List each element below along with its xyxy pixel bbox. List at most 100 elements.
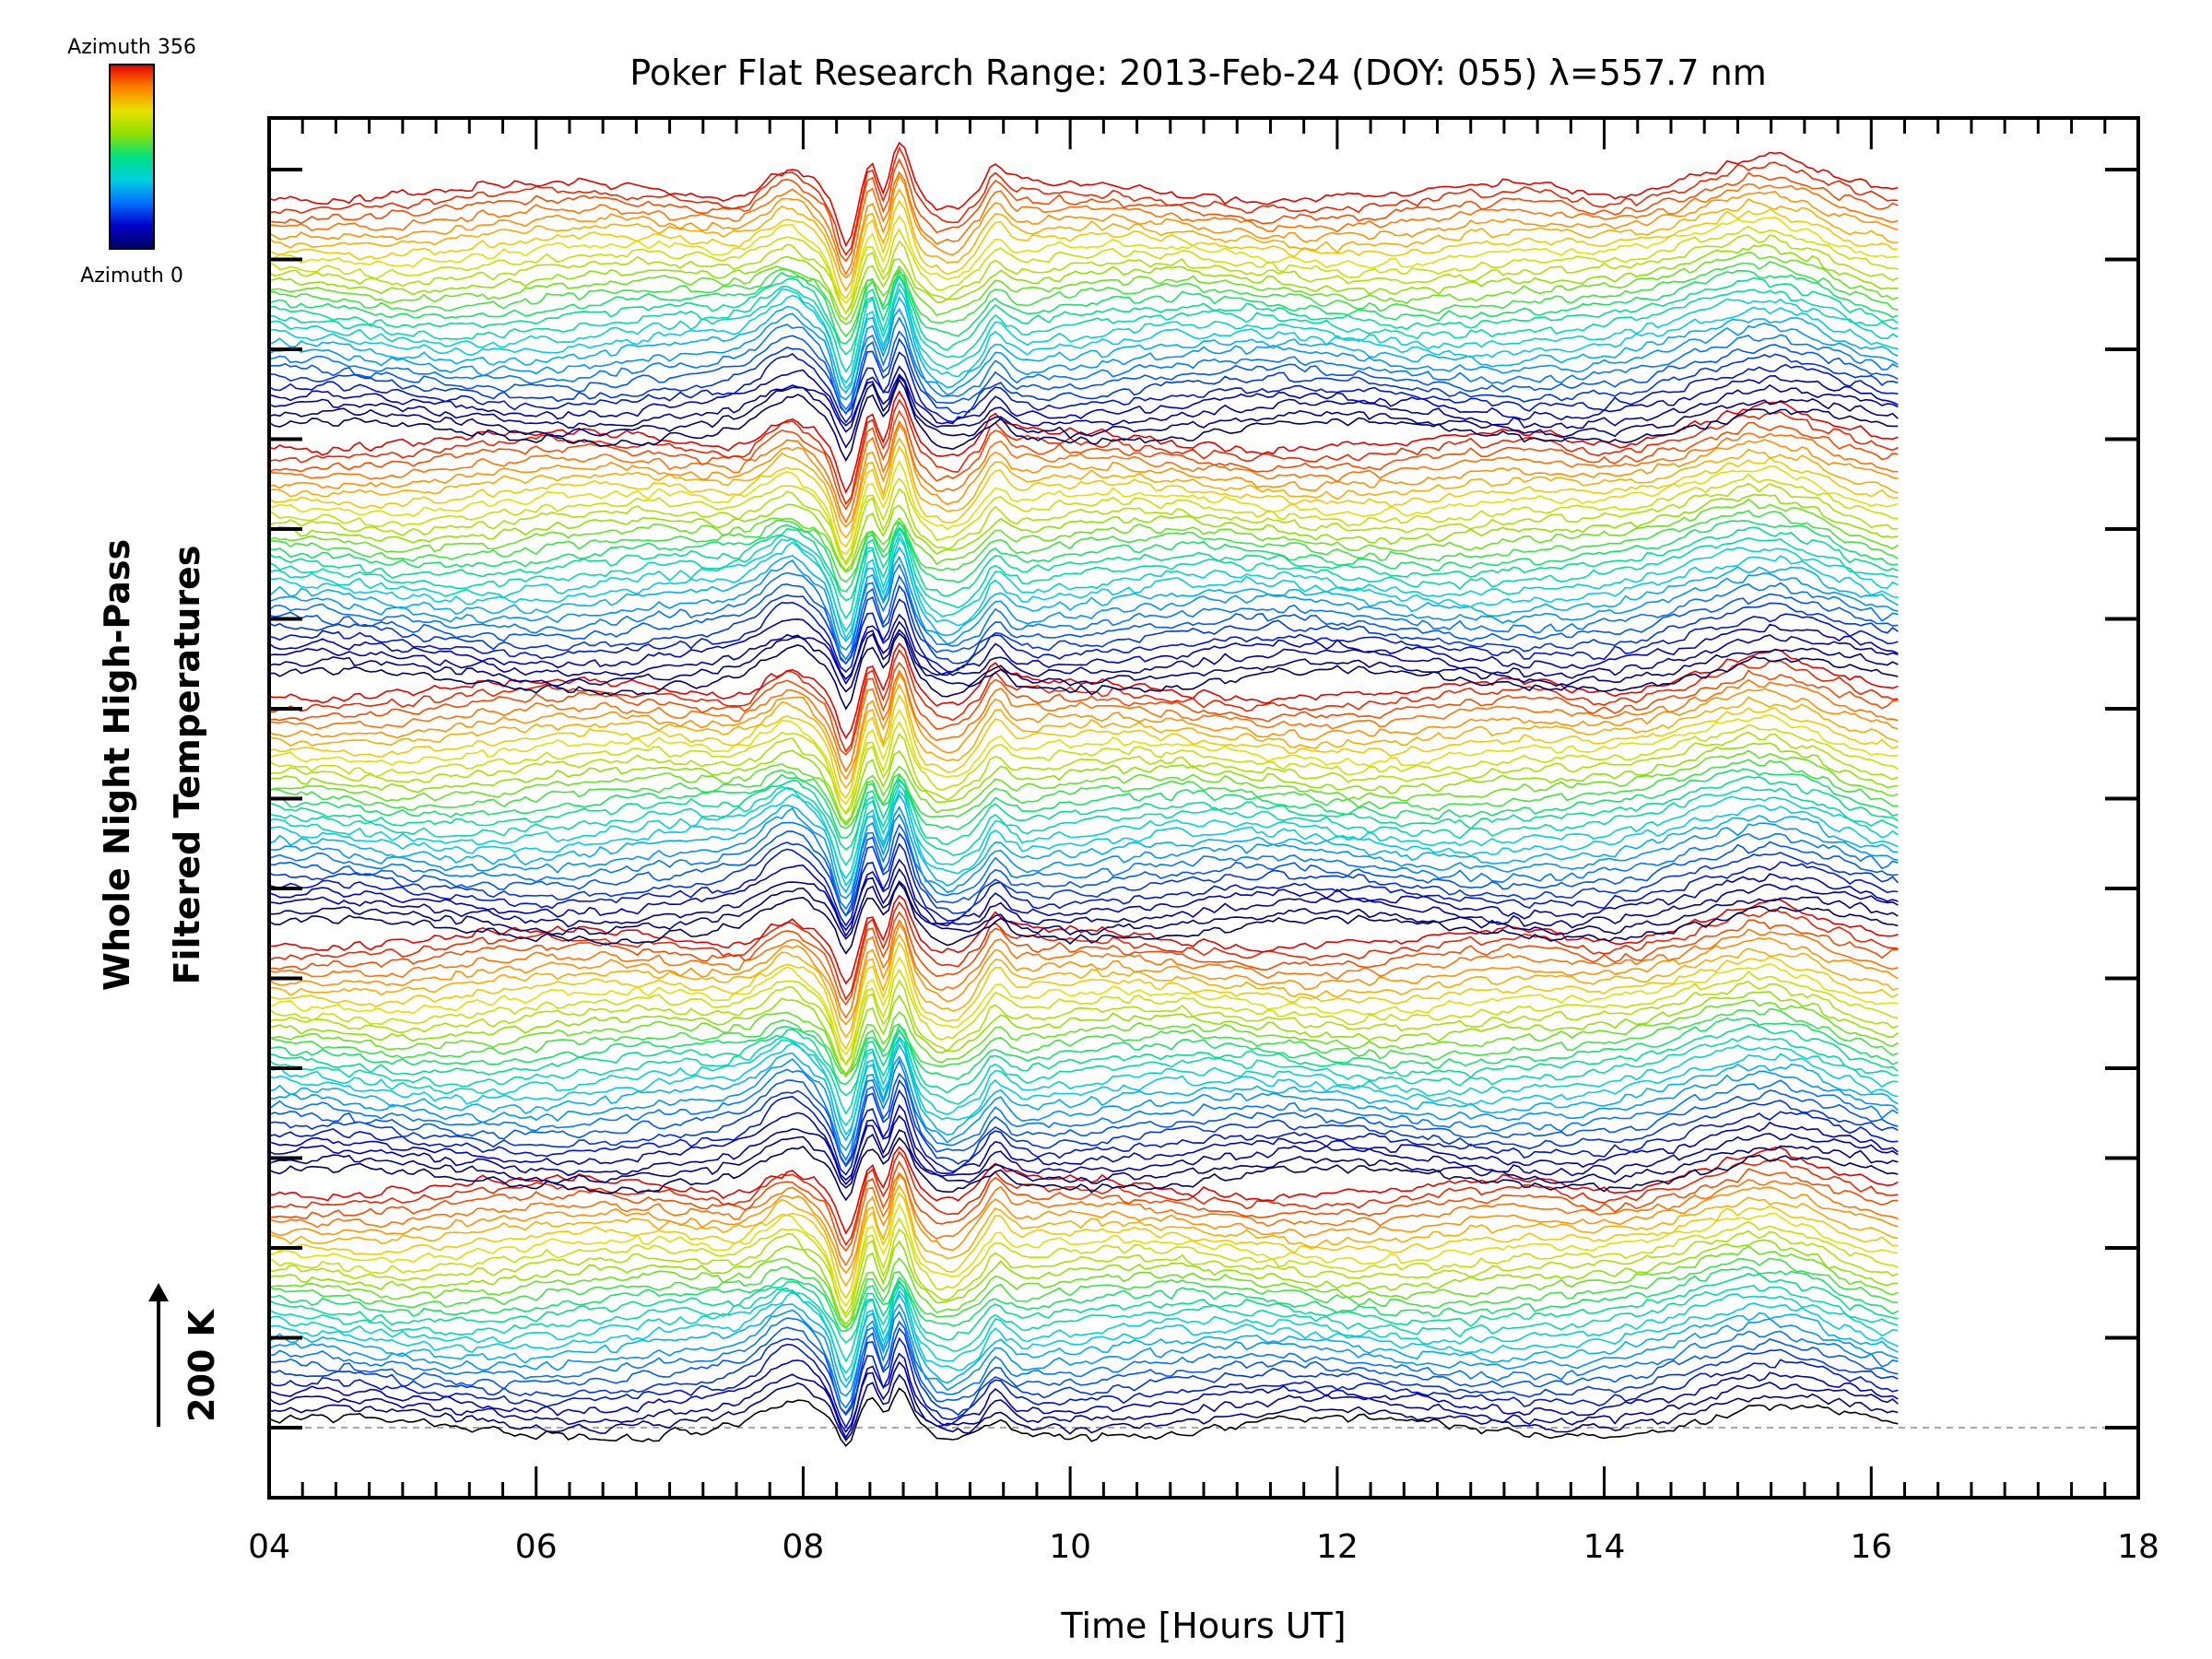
series-line (269, 1336, 1899, 1430)
series-line (269, 373, 1899, 433)
series-line (269, 1302, 1899, 1397)
series-line (269, 1159, 1899, 1253)
series-line (269, 525, 1899, 602)
series-line (269, 1320, 1899, 1415)
series-line (269, 1103, 1899, 1182)
y-axis-label: Whole Night High-Pass Filtered Temperatu… (97, 539, 207, 991)
series-line (269, 337, 1899, 415)
series-line (269, 749, 1899, 827)
series-line (269, 1146, 1899, 1235)
series-line (269, 365, 1899, 427)
series-line (269, 782, 1899, 880)
series-line (269, 823, 1899, 918)
series-line (269, 894, 1899, 985)
series-line (269, 999, 1899, 1078)
series-line (269, 520, 1899, 593)
series-line (269, 251, 1899, 325)
series-line (269, 775, 1899, 851)
series-line (269, 1352, 1899, 1433)
series-line (269, 632, 1899, 711)
series-line (269, 1150, 1899, 1247)
series-line (269, 1217, 1899, 1315)
series-line (269, 482, 1899, 567)
scale-bar: 200 K (148, 1283, 222, 1427)
series-line (269, 460, 1899, 556)
x-tick-label: 08 (782, 1528, 825, 1566)
series-line (269, 1310, 1899, 1409)
colorbar: Azimuth 356 Azimuth 0 (67, 36, 196, 288)
series-line (269, 1239, 1899, 1325)
series-line (269, 1183, 1899, 1288)
series-line (269, 1018, 1899, 1086)
series-line (269, 1078, 1899, 1168)
series-line (269, 879, 1899, 940)
series-line (269, 1373, 1899, 1442)
series-line (269, 598, 1899, 674)
series-line (269, 1272, 1899, 1345)
y-axis-label-line2: Filtered Temperatures (167, 546, 207, 985)
series-line (269, 923, 1899, 1026)
series-line (269, 731, 1899, 816)
colorbar-bottom-label: Azimuth 0 (80, 265, 183, 288)
series-line (269, 789, 1899, 888)
series-line (269, 1265, 1899, 1332)
series-line (269, 1129, 1899, 1189)
series-line (269, 1387, 1899, 1448)
series-line (269, 1007, 1899, 1076)
series-line (269, 1114, 1899, 1186)
series-line (269, 793, 1899, 894)
series-line (269, 1036, 1899, 1136)
series-line (269, 768, 1899, 840)
series-line (269, 171, 1899, 276)
series-line (269, 620, 1899, 686)
series-line (269, 709, 1899, 806)
series-line (269, 473, 1899, 563)
series-line (269, 574, 1899, 665)
series-line (269, 563, 1899, 661)
series-line (269, 1023, 1899, 1097)
x-tick-label: 04 (248, 1528, 290, 1566)
series-line (269, 274, 1899, 373)
series-line (269, 1088, 1899, 1176)
series-line (269, 648, 1899, 753)
traces (269, 141, 1899, 1448)
series-line (269, 1173, 1899, 1275)
series-line (269, 1228, 1899, 1319)
series-line (269, 693, 1899, 799)
series-line (269, 1280, 1899, 1363)
series-line (269, 378, 1899, 463)
series-line (269, 274, 1899, 356)
series-line (269, 979, 1899, 1066)
series-line (269, 629, 1899, 693)
series-line (269, 584, 1899, 665)
series-line (269, 1136, 1899, 1202)
colorbar-top-label: Azimuth 356 (67, 36, 196, 59)
series-line (269, 288, 1899, 390)
x-tick-label: 14 (1583, 1528, 1626, 1566)
series-line (269, 546, 1899, 642)
series-line (269, 759, 1899, 830)
chart-title: Poker Flat Research Range: 2013-Feb-24 (… (629, 53, 1766, 93)
series-line (269, 187, 1899, 292)
series-line (269, 269, 1899, 345)
series-line (269, 316, 1899, 411)
series-line (269, 831, 1899, 917)
series-line (269, 536, 1899, 641)
series-line (269, 918, 1899, 1019)
series-line (269, 858, 1899, 932)
series-line (269, 330, 1899, 416)
series-line (269, 813, 1899, 911)
series-line (269, 613, 1899, 681)
series-line (269, 398, 1899, 506)
series-line (269, 881, 1899, 955)
scale-bar-label: 200 K (182, 1308, 222, 1422)
x-tick-label: 16 (1850, 1528, 1892, 1566)
series-line (269, 661, 1899, 756)
series-line (269, 419, 1899, 524)
axis-ticks (267, 118, 2140, 1498)
series-line (269, 1191, 1899, 1300)
x-tick-label: 10 (1049, 1528, 1091, 1566)
series-line (269, 555, 1899, 652)
series-line (269, 968, 1899, 1065)
series-line (269, 1202, 1899, 1308)
